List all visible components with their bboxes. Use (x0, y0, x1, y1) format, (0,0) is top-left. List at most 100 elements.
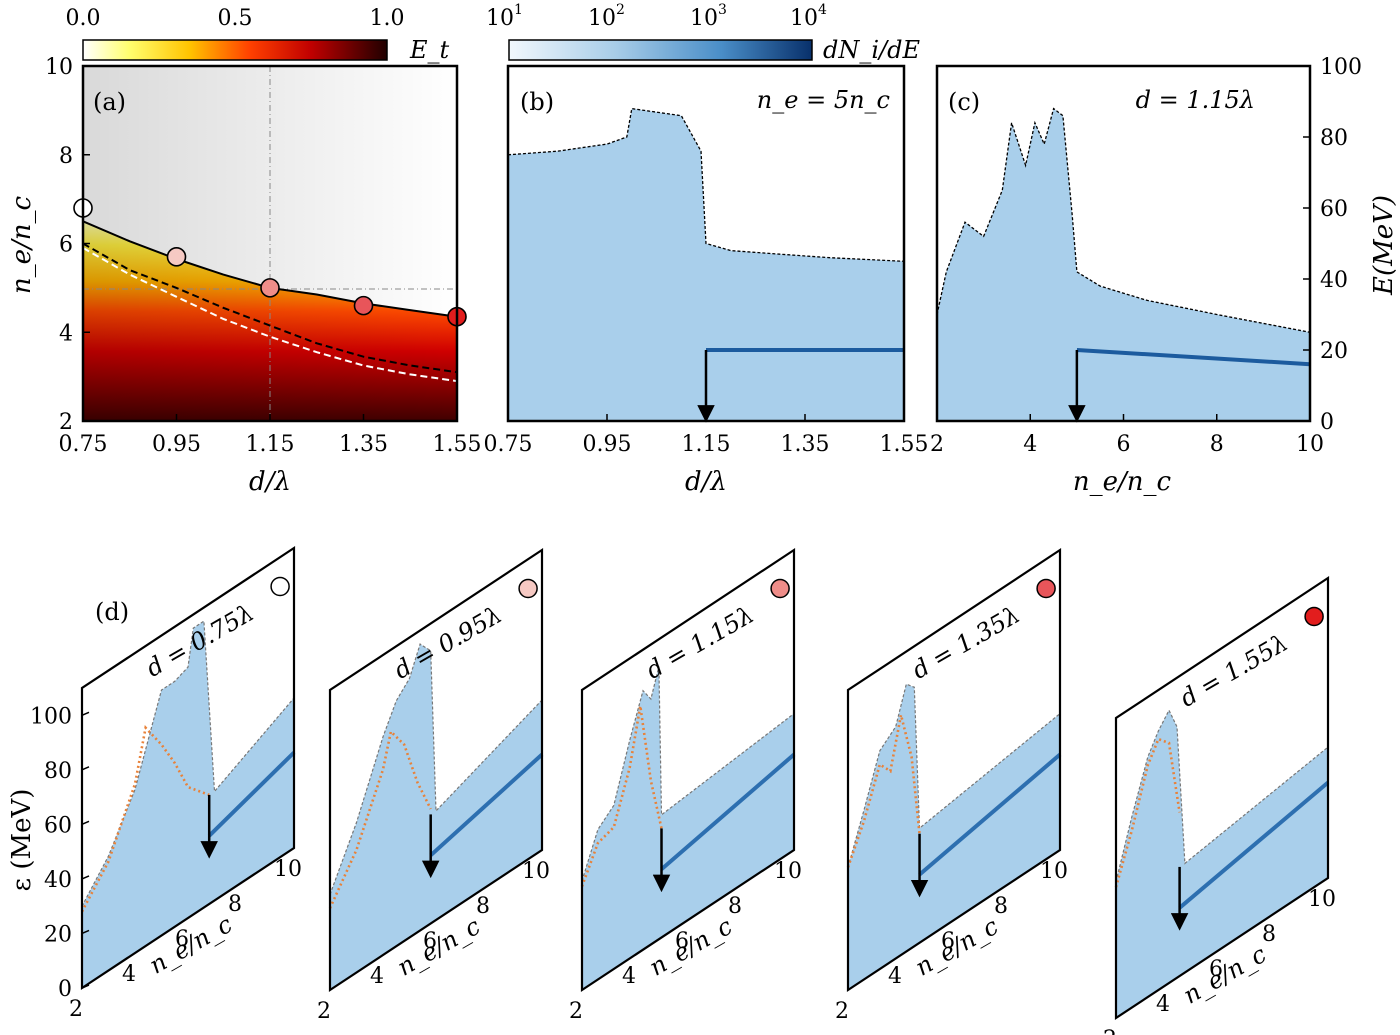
panel-d-cutoff-boundary (1115, 708, 1329, 882)
panel-d-xtick-label: 2 (1103, 1027, 1117, 1035)
panel-d-ytick-mark (81, 766, 90, 771)
panel-d-xtick-label: 6 (675, 929, 689, 954)
panel-c-label: (c) (948, 88, 980, 116)
panel-b-xtick-label: 0.75 (484, 432, 533, 457)
panel-d-xtick-label: 6 (941, 929, 955, 954)
panel-d-xtick-label: 2 (69, 997, 83, 1022)
colorbar-hot-gradient (82, 39, 388, 61)
panel-a-marker (353, 295, 374, 316)
panel-d-marker (1304, 606, 1324, 627)
panel-d-xtick-label: 8 (728, 894, 742, 919)
panel-d-dotted-line (580, 705, 663, 887)
panel-d-xtick-label: 2 (317, 999, 331, 1024)
panel-d-ytick-label: 40 (44, 868, 72, 893)
panel-d-xtick-label: 8 (228, 892, 242, 917)
colorbar-blue-tick: 10 2 (588, 2, 625, 31)
panel-b-xtick-label: 1.55 (880, 432, 929, 457)
panel-d-peak-line (660, 752, 796, 871)
panel-b-spectrum-region (508, 108, 904, 421)
panel-b-xtick-label: 1.15 (682, 432, 731, 457)
colorbar-hot-tick: 0.5 (218, 6, 253, 31)
panel-c-yaxis-right: 0 20 40 60 80 100 (1303, 55, 1362, 435)
panel-d-marker (270, 576, 290, 597)
colorbar-hot: 0.0 0.5 1.0 E_t (66, 6, 450, 64)
panel-d-ytick-label: 80 (44, 759, 72, 784)
panel-d-spectrum-region (1116, 710, 1328, 1018)
panel-d-ytick-label: 0 (58, 977, 72, 1002)
panel-d-ytick-label: 20 (44, 922, 72, 947)
panel-b-annotation: n_e = 5n_c (757, 86, 890, 114)
panel-c: 2 4 6 8 10 0 20 40 60 80 100 (c) d = 1.15λ n_e/n_… (930, 55, 1399, 497)
panel-c-xtick-label: 2 (930, 432, 944, 457)
panel-d-ytick-label: 60 (44, 813, 72, 838)
panel-d-frame (80, 545, 296, 991)
panel-d-xtick-label: 10 (774, 859, 802, 884)
panel-d-xtick-label: 6 (1209, 957, 1223, 982)
colorbar-blue-tick: 10 3 (690, 2, 727, 31)
panel-d-cutoff-boundary (329, 643, 543, 895)
panel-a-ytick-label: 4 (59, 321, 73, 346)
panel-d-peak-line (429, 753, 544, 857)
panel-a-marker (166, 247, 187, 267)
colorbar-hot-tick: 1.0 (370, 6, 405, 31)
panel-c-peak-line (1076, 348, 1311, 367)
panel-c-ytick-label: 40 (1320, 268, 1348, 293)
panel-c-cutoff-boundary (936, 107, 1311, 333)
panel-a-ytick-label: 6 (59, 233, 73, 258)
panel-d-ylabel: ε (MeV) (7, 789, 37, 892)
panel-d-cutoff-boundary (847, 683, 1061, 868)
panel-a-xtick-label: 1.15 (246, 432, 295, 457)
panel-d-xtick-label: 6 (175, 927, 189, 952)
panel-d-xtick-label: 6 (423, 929, 437, 954)
panel-c-ytick-label: 100 (1320, 55, 1362, 80)
panel-a-xtick-label: 0.95 (152, 432, 201, 457)
panel-c-xtick-label: 4 (1023, 432, 1037, 457)
panel-a-series-line (82, 242, 458, 374)
panel-d-spectrum-region (848, 684, 1060, 990)
panel-a-xaxis: 0.75 0.95 1.15 1.35 1.55 (59, 414, 481, 457)
colorbar-blue-label: dN_i/dE (823, 36, 920, 64)
panel-d-marker (518, 578, 538, 599)
panel-a-marker (260, 278, 280, 298)
panel-d-ytick-label: 100 (30, 704, 72, 729)
panel-d-xtick-label: 10 (274, 857, 302, 882)
panel-d-ytick-mark (81, 984, 90, 989)
colorbar-blue-tick-exp: 3 (718, 2, 727, 18)
panel-d-xtick-label: 4 (122, 962, 136, 987)
panel-c-spectrum-region (937, 108, 1310, 421)
panel-d-peak-line (207, 751, 296, 838)
panel-a-xlabel: d/λ (249, 467, 291, 497)
panel-d-xtick-label: 10 (1308, 887, 1336, 912)
panel-a: 0.75 0.95 1.15 1.35 1.55 2 4 6 8 10 (a) d/λ n_e/… (7, 55, 481, 497)
panel-d-dotted-line (328, 729, 432, 909)
colorbar-blue-tick: 10 4 (790, 2, 827, 31)
panel-b-xaxis: 0.75 0.95 1.15 1.35 1.55 (484, 414, 929, 457)
panel-d-xtick-label: 10 (1040, 859, 1068, 884)
panel-d-cutoff-boundary (581, 666, 795, 882)
panel-d-spectrum-region (82, 621, 294, 988)
panel-d-ytick-mark (81, 875, 90, 880)
panel-a-yaxis: 2 4 6 8 10 (45, 55, 90, 435)
panel-d-xtick-label: 8 (994, 894, 1008, 919)
panel-c-ytick-label: 0 (1320, 410, 1334, 435)
panel-d-xtick-label: 8 (476, 894, 490, 919)
panel-d-marker (770, 578, 790, 599)
panel-c-ylabel-right: E(MeV) (1369, 195, 1399, 296)
panel-b-xlabel: d/λ (685, 467, 727, 497)
panel-a-series-line (82, 247, 458, 383)
panel-d-dotted-line (80, 725, 210, 913)
panel-d-ytick-mark (81, 820, 90, 826)
panel-d-xtick-label: 4 (370, 964, 384, 989)
panel-d-cutoff-boundary (81, 620, 295, 907)
panel-c-xtick-label: 10 (1296, 432, 1324, 457)
panel-d-ytick-mark (81, 929, 90, 935)
panel-c-xaxis: 2 4 6 8 10 (930, 414, 1324, 457)
panel-d-frame (328, 547, 544, 993)
panel-c-annotation: d = 1.15λ (1136, 86, 1255, 114)
panel-b-xtick-label: 1.35 (781, 432, 830, 457)
